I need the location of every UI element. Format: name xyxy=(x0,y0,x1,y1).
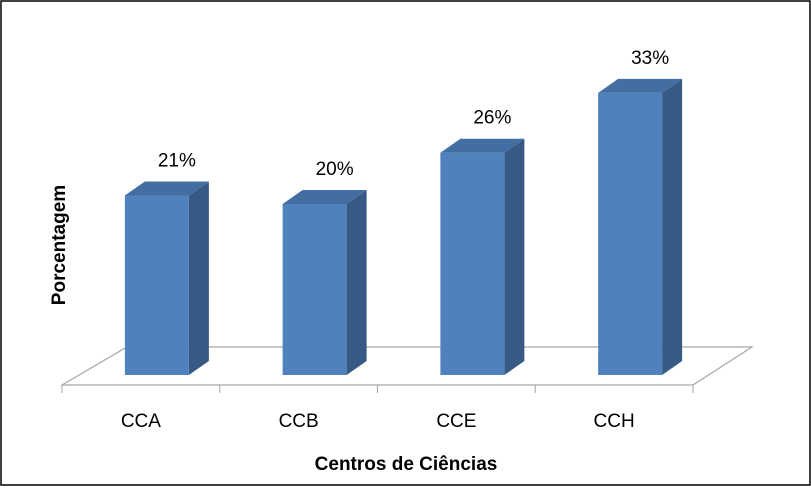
bar xyxy=(282,204,347,375)
bar xyxy=(124,195,189,375)
x-tick-label: CCA xyxy=(121,411,161,432)
value-label: 21% xyxy=(158,150,196,171)
bar-side xyxy=(188,181,209,375)
bar-top xyxy=(124,181,209,196)
value-label: 20% xyxy=(316,159,354,180)
x-axis-title: Centros de Ciências xyxy=(315,454,498,475)
x-tick-label: CCB xyxy=(279,411,319,432)
bar-side xyxy=(346,190,367,375)
x-tick-label: CCH xyxy=(594,411,635,432)
bar-top xyxy=(282,190,367,204)
floor xyxy=(59,346,755,386)
value-label: 33% xyxy=(631,48,669,69)
x-tick-label: CCE xyxy=(436,411,476,432)
bar-side xyxy=(662,78,683,375)
bar-top xyxy=(598,78,683,93)
bar-top xyxy=(440,138,525,153)
bar xyxy=(440,152,505,375)
bar xyxy=(598,92,663,375)
bar-side xyxy=(504,138,525,375)
y-axis-title: Porcentagem xyxy=(49,185,70,305)
value-label: 26% xyxy=(473,108,511,129)
